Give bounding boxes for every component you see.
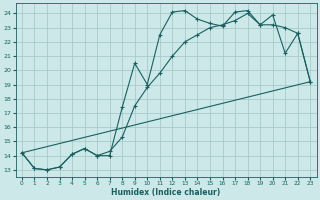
X-axis label: Humidex (Indice chaleur): Humidex (Indice chaleur)	[111, 188, 221, 197]
